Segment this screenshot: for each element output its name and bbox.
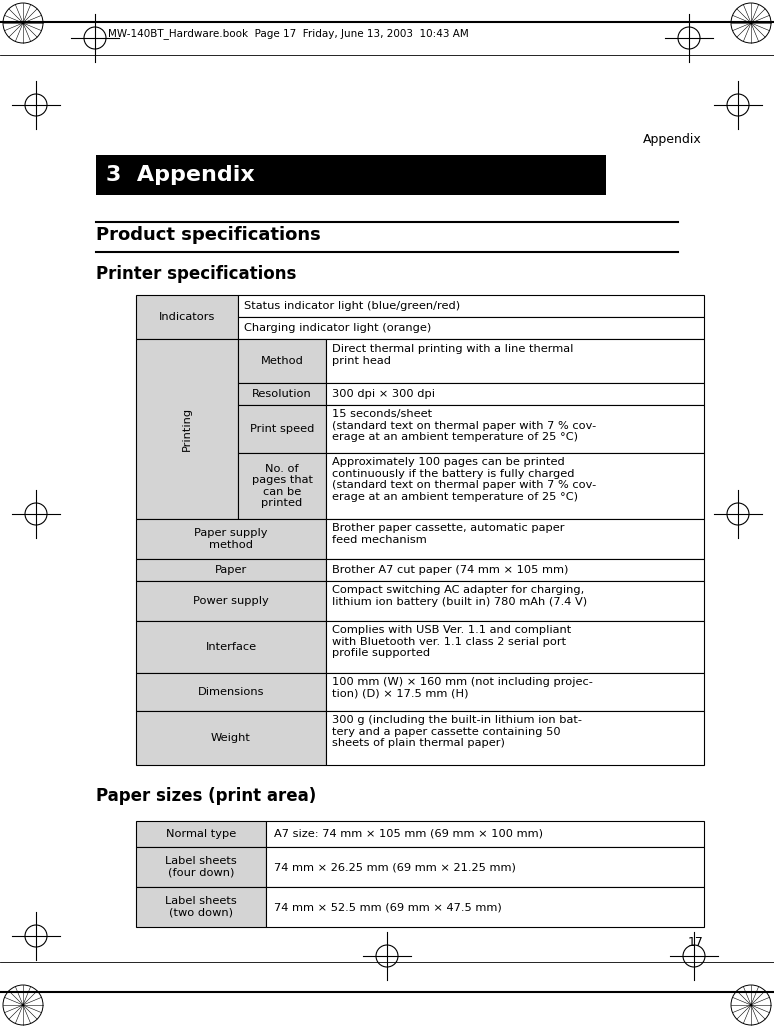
Text: Printer specifications: Printer specifications bbox=[96, 265, 296, 283]
Bar bbox=[326, 559, 704, 581]
Text: Appendix: Appendix bbox=[643, 133, 702, 146]
Bar bbox=[238, 383, 326, 405]
Text: Direct thermal printing with a line thermal
print head: Direct thermal printing with a line ther… bbox=[332, 344, 574, 366]
Bar bbox=[266, 821, 704, 847]
Bar bbox=[266, 887, 704, 927]
Text: Status indicator light (blue/green/red): Status indicator light (blue/green/red) bbox=[244, 301, 460, 311]
Bar bbox=[136, 295, 238, 339]
Bar bbox=[326, 621, 704, 673]
Bar bbox=[326, 383, 704, 405]
Text: 3  Appendix: 3 Appendix bbox=[106, 166, 255, 185]
Text: Label sheets
(two down): Label sheets (two down) bbox=[165, 896, 237, 918]
Bar bbox=[136, 821, 266, 847]
Text: Resolution: Resolution bbox=[252, 389, 312, 399]
Text: 74 mm × 26.25 mm (69 mm × 21.25 mm): 74 mm × 26.25 mm (69 mm × 21.25 mm) bbox=[274, 862, 516, 872]
Text: Compact switching AC adapter for charging,
lithium ion battery (built in) 780 mA: Compact switching AC adapter for chargin… bbox=[332, 585, 587, 607]
Bar bbox=[266, 847, 704, 887]
Text: 300 g (including the built-in lithium ion bat-
tery and a paper cassette contain: 300 g (including the built-in lithium io… bbox=[332, 715, 582, 748]
Text: Interface: Interface bbox=[205, 642, 256, 652]
Bar bbox=[238, 405, 326, 453]
Text: Weight: Weight bbox=[211, 733, 251, 743]
Text: Paper supply
method: Paper supply method bbox=[194, 528, 268, 550]
Text: Power supply: Power supply bbox=[194, 596, 269, 605]
Text: 300 dpi × 300 dpi: 300 dpi × 300 dpi bbox=[332, 389, 435, 399]
Bar bbox=[238, 453, 326, 519]
Bar bbox=[136, 621, 326, 673]
Text: A7 size: 74 mm × 105 mm (69 mm × 100 mm): A7 size: 74 mm × 105 mm (69 mm × 100 mm) bbox=[274, 829, 543, 839]
Text: Charging indicator light (orange): Charging indicator light (orange) bbox=[244, 323, 431, 333]
Text: Print speed: Print speed bbox=[250, 424, 314, 434]
Text: Indicators: Indicators bbox=[159, 313, 215, 322]
Text: 15 seconds/sheet
(standard text on thermal paper with 7 % cov-
erage at an ambie: 15 seconds/sheet (standard text on therm… bbox=[332, 409, 596, 442]
Bar bbox=[326, 581, 704, 621]
Text: No. of
pages that
can be
printed: No. of pages that can be printed bbox=[252, 464, 313, 509]
Text: Label sheets
(four down): Label sheets (four down) bbox=[165, 856, 237, 878]
Text: Normal type: Normal type bbox=[166, 829, 236, 839]
Text: Approximately 100 pages can be printed
continuously if the battery is fully char: Approximately 100 pages can be printed c… bbox=[332, 457, 596, 502]
Bar bbox=[326, 453, 704, 519]
Bar bbox=[136, 519, 326, 559]
Bar bbox=[136, 559, 326, 581]
Text: 17: 17 bbox=[688, 937, 704, 950]
Text: Dimensions: Dimensions bbox=[197, 687, 264, 697]
Text: 74 mm × 52.5 mm (69 mm × 47.5 mm): 74 mm × 52.5 mm (69 mm × 47.5 mm) bbox=[274, 902, 502, 912]
Text: Product specifications: Product specifications bbox=[96, 226, 320, 244]
Text: Method: Method bbox=[261, 356, 303, 366]
Text: 100 mm (W) × 160 mm (not including projec-
tion) (D) × 17.5 mm (H): 100 mm (W) × 160 mm (not including proje… bbox=[332, 677, 593, 699]
Text: Brother A7 cut paper (74 mm × 105 mm): Brother A7 cut paper (74 mm × 105 mm) bbox=[332, 565, 568, 575]
Bar bbox=[136, 339, 238, 519]
Bar bbox=[238, 339, 326, 383]
Bar bbox=[96, 155, 606, 195]
Bar bbox=[238, 317, 704, 339]
Bar bbox=[326, 405, 704, 453]
Bar bbox=[326, 339, 704, 383]
Text: Paper: Paper bbox=[215, 565, 247, 575]
Text: Printing: Printing bbox=[182, 407, 192, 451]
Text: Brother paper cassette, automatic paper
feed mechanism: Brother paper cassette, automatic paper … bbox=[332, 523, 564, 545]
Bar bbox=[326, 673, 704, 711]
Bar bbox=[238, 295, 704, 317]
Bar bbox=[136, 673, 326, 711]
Bar bbox=[136, 847, 266, 887]
Bar bbox=[326, 711, 704, 765]
Text: Complies with USB Ver. 1.1 and compliant
with Bluetooth ver. 1.1 class 2 serial : Complies with USB Ver. 1.1 and compliant… bbox=[332, 625, 571, 658]
Bar bbox=[136, 887, 266, 927]
Text: Paper sizes (print area): Paper sizes (print area) bbox=[96, 787, 317, 805]
Bar bbox=[136, 711, 326, 765]
Text: MW-140BT_Hardware.book  Page 17  Friday, June 13, 2003  10:43 AM: MW-140BT_Hardware.book Page 17 Friday, J… bbox=[108, 29, 469, 39]
Bar bbox=[136, 581, 326, 621]
Bar bbox=[326, 519, 704, 559]
